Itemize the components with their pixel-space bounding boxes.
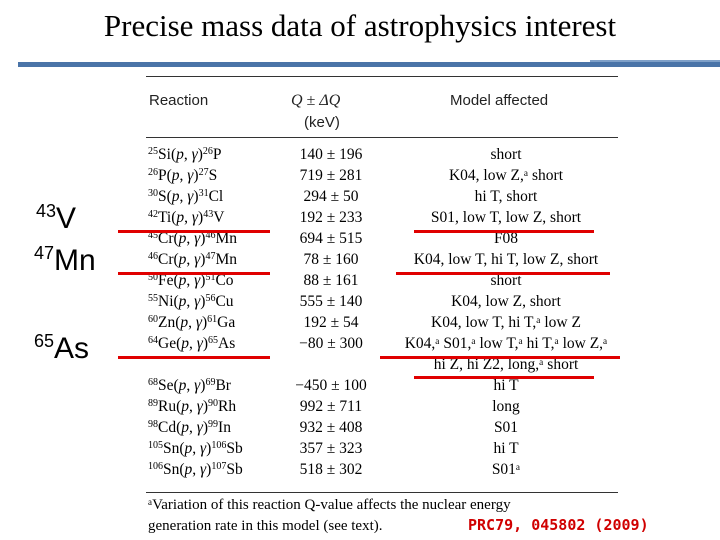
- q-value-cell: 992 ± 711: [299, 398, 363, 415]
- model-cell: K04, low Z,ᵃ short: [448, 167, 564, 184]
- header-reaction: Reaction: [149, 92, 209, 109]
- reaction-cell: 64Ge(p, γ)65As: [148, 335, 236, 352]
- table-row: 50Fe(p, γ)51Co 88 ± 161 short: [146, 272, 618, 293]
- model-cell: short: [490, 146, 522, 163]
- model-cell: hi T: [493, 440, 519, 457]
- page-title: Precise mass data of astrophysics intere…: [103, 8, 617, 43]
- side-label-as65: 65As: [34, 331, 90, 365]
- q-value-cell: −80 ± 300: [299, 335, 363, 352]
- q-value-cell: 932 ± 408: [299, 419, 363, 436]
- reaction-cell: 30S(p, γ)31Cl: [148, 188, 224, 205]
- reaction-cell: 50Fe(p, γ)51Co: [148, 272, 234, 289]
- q-value-cell: −450 ± 100: [295, 377, 367, 394]
- side-label-mn47: 47Mn: [34, 243, 96, 277]
- table-row: 60Zn(p, γ)61Ga 192 ± 54 K04, low T, hi T,ᵃ…: [146, 314, 618, 335]
- table-row: 106Sn(p, γ)107Sb 518 ± 302 S01ᵃ: [146, 461, 618, 482]
- footnote-line2: generation rate in this model (see text)…: [148, 518, 383, 534]
- footnote-line1: ᵃVariation of this reaction Q-value affe…: [148, 497, 511, 513]
- model-cell: hi T: [493, 377, 519, 394]
- table-row: 45Cr(p, γ)46Mn 694 ± 515 F08: [146, 230, 618, 251]
- reaction-cell: 60Zn(p, γ)61Ga: [148, 314, 236, 331]
- model-cell: hi Z, hi Z2, long,ᵃ short: [433, 356, 579, 373]
- model-cell: S01ᵃ: [491, 461, 521, 478]
- highlight-model-cr46: [396, 272, 610, 275]
- table-header-rule: [146, 137, 618, 138]
- model-cell: S01, low T, low Z, short: [430, 209, 582, 226]
- reaction-cell: 55Ni(p, γ)56Cu: [148, 293, 234, 310]
- reaction-cell: 68Se(p, γ)69Br: [148, 377, 231, 394]
- model-cell: long: [492, 398, 520, 415]
- q-value-cell: 88 ± 161: [303, 272, 359, 289]
- header-q-unit: (keV): [304, 114, 340, 131]
- q-value-cell: 192 ± 233: [299, 209, 363, 226]
- reaction-cell: 45Cr(p, γ)46Mn: [148, 230, 237, 247]
- table-top-rule: [146, 76, 618, 77]
- citation: PRC79, 045802 (2009): [468, 516, 649, 534]
- side-label-v43: 43V: [36, 201, 77, 235]
- q-value-cell: 357 ± 323: [299, 440, 363, 457]
- highlight-model-ti42: [414, 230, 594, 233]
- reaction-cell: 105Sn(p, γ)106Sb: [148, 440, 243, 457]
- reaction-cell: 25Si(p, γ)26P: [148, 146, 222, 163]
- title-underline-accent: [590, 60, 720, 62]
- table-row: 98Cd(p, γ)99In 932 ± 408 S01: [146, 419, 618, 440]
- header-q: Q ± ΔQ: [291, 92, 341, 109]
- model-cell: hi T, short: [474, 188, 538, 205]
- table-bottom-rule: [146, 492, 618, 493]
- model-cell: K04, low Z, short: [451, 293, 561, 310]
- highlight-reaction-cr46: [118, 272, 270, 275]
- q-value-cell: 78 ± 160: [303, 251, 359, 268]
- highlight-model-ge64: [380, 356, 620, 359]
- highlight-model-ge64-line2: [414, 376, 594, 379]
- table-row: 89Ru(p, γ)90Rh 992 ± 711 long: [146, 398, 618, 419]
- table-row: 46Cr(p, γ)47Mn 78 ± 160 K04, low T, hi T, …: [146, 251, 618, 272]
- table-row: 64Ge(p, γ)65As −80 ± 300 K04,ᵃ S01,ᵃ low T…: [146, 335, 618, 356]
- q-value-cell: 694 ± 515: [299, 230, 363, 247]
- model-cell: S01: [493, 419, 519, 436]
- model-cell: K04, low T, hi T, low Z, short: [413, 251, 599, 268]
- model-cell: short: [490, 272, 522, 289]
- table-row-continuation: hi Z, hi Z2, long,ᵃ short: [146, 356, 618, 377]
- q-value-cell: 192 ± 54: [303, 314, 359, 331]
- highlight-reaction-ti42: [118, 230, 270, 233]
- table-row: 68Se(p, γ)69Br −450 ± 100 hi T: [146, 377, 618, 398]
- reaction-table: Reaction Q ± ΔQ (keV) Model affected 25S…: [146, 76, 618, 536]
- highlight-reaction-ge64: [118, 356, 270, 359]
- model-cell: F08: [493, 230, 519, 247]
- q-value-cell: 294 ± 50: [303, 188, 359, 205]
- reaction-cell: 106Sn(p, γ)107Sb: [148, 461, 243, 478]
- header-model: Model affected: [450, 92, 549, 109]
- table-row: 105Sn(p, γ)106Sb 357 ± 323 hi T: [146, 440, 618, 461]
- q-value-cell: 140 ± 196: [299, 146, 363, 163]
- title-underline: [18, 62, 720, 67]
- table-row: 30S(p, γ)31Cl 294 ± 50 hi T, short: [146, 188, 618, 209]
- table-row: 55Ni(p, γ)56Cu 555 ± 140 K04, low Z, short: [146, 293, 618, 314]
- q-value-cell: 518 ± 302: [299, 461, 363, 478]
- model-cell: K04,ᵃ S01,ᵃ low T,ᵃ hi T,ᵃ low Z,ᵃ: [404, 335, 608, 352]
- model-cell: K04, low T, hi T,ᵃ low Z: [431, 314, 581, 331]
- table-row: 26P(p, γ)27S 719 ± 281 K04, low Z,ᵃ short: [146, 167, 618, 188]
- reaction-cell: 89Ru(p, γ)90Rh: [148, 398, 237, 415]
- q-value-cell: 555 ± 140: [299, 293, 363, 310]
- reaction-cell: 26P(p, γ)27S: [148, 167, 218, 184]
- table-row: 25Si(p, γ)26P 140 ± 196 short: [146, 146, 618, 167]
- reaction-cell: 98Cd(p, γ)99In: [148, 419, 231, 436]
- reaction-cell: 46Cr(p, γ)47Mn: [148, 251, 237, 268]
- q-value-cell: 719 ± 281: [299, 167, 363, 184]
- table-row: 42Ti(p, γ)43V 192 ± 233 S01, low T, low Z,…: [146, 209, 618, 230]
- reaction-cell: 42Ti(p, γ)43V: [148, 209, 225, 226]
